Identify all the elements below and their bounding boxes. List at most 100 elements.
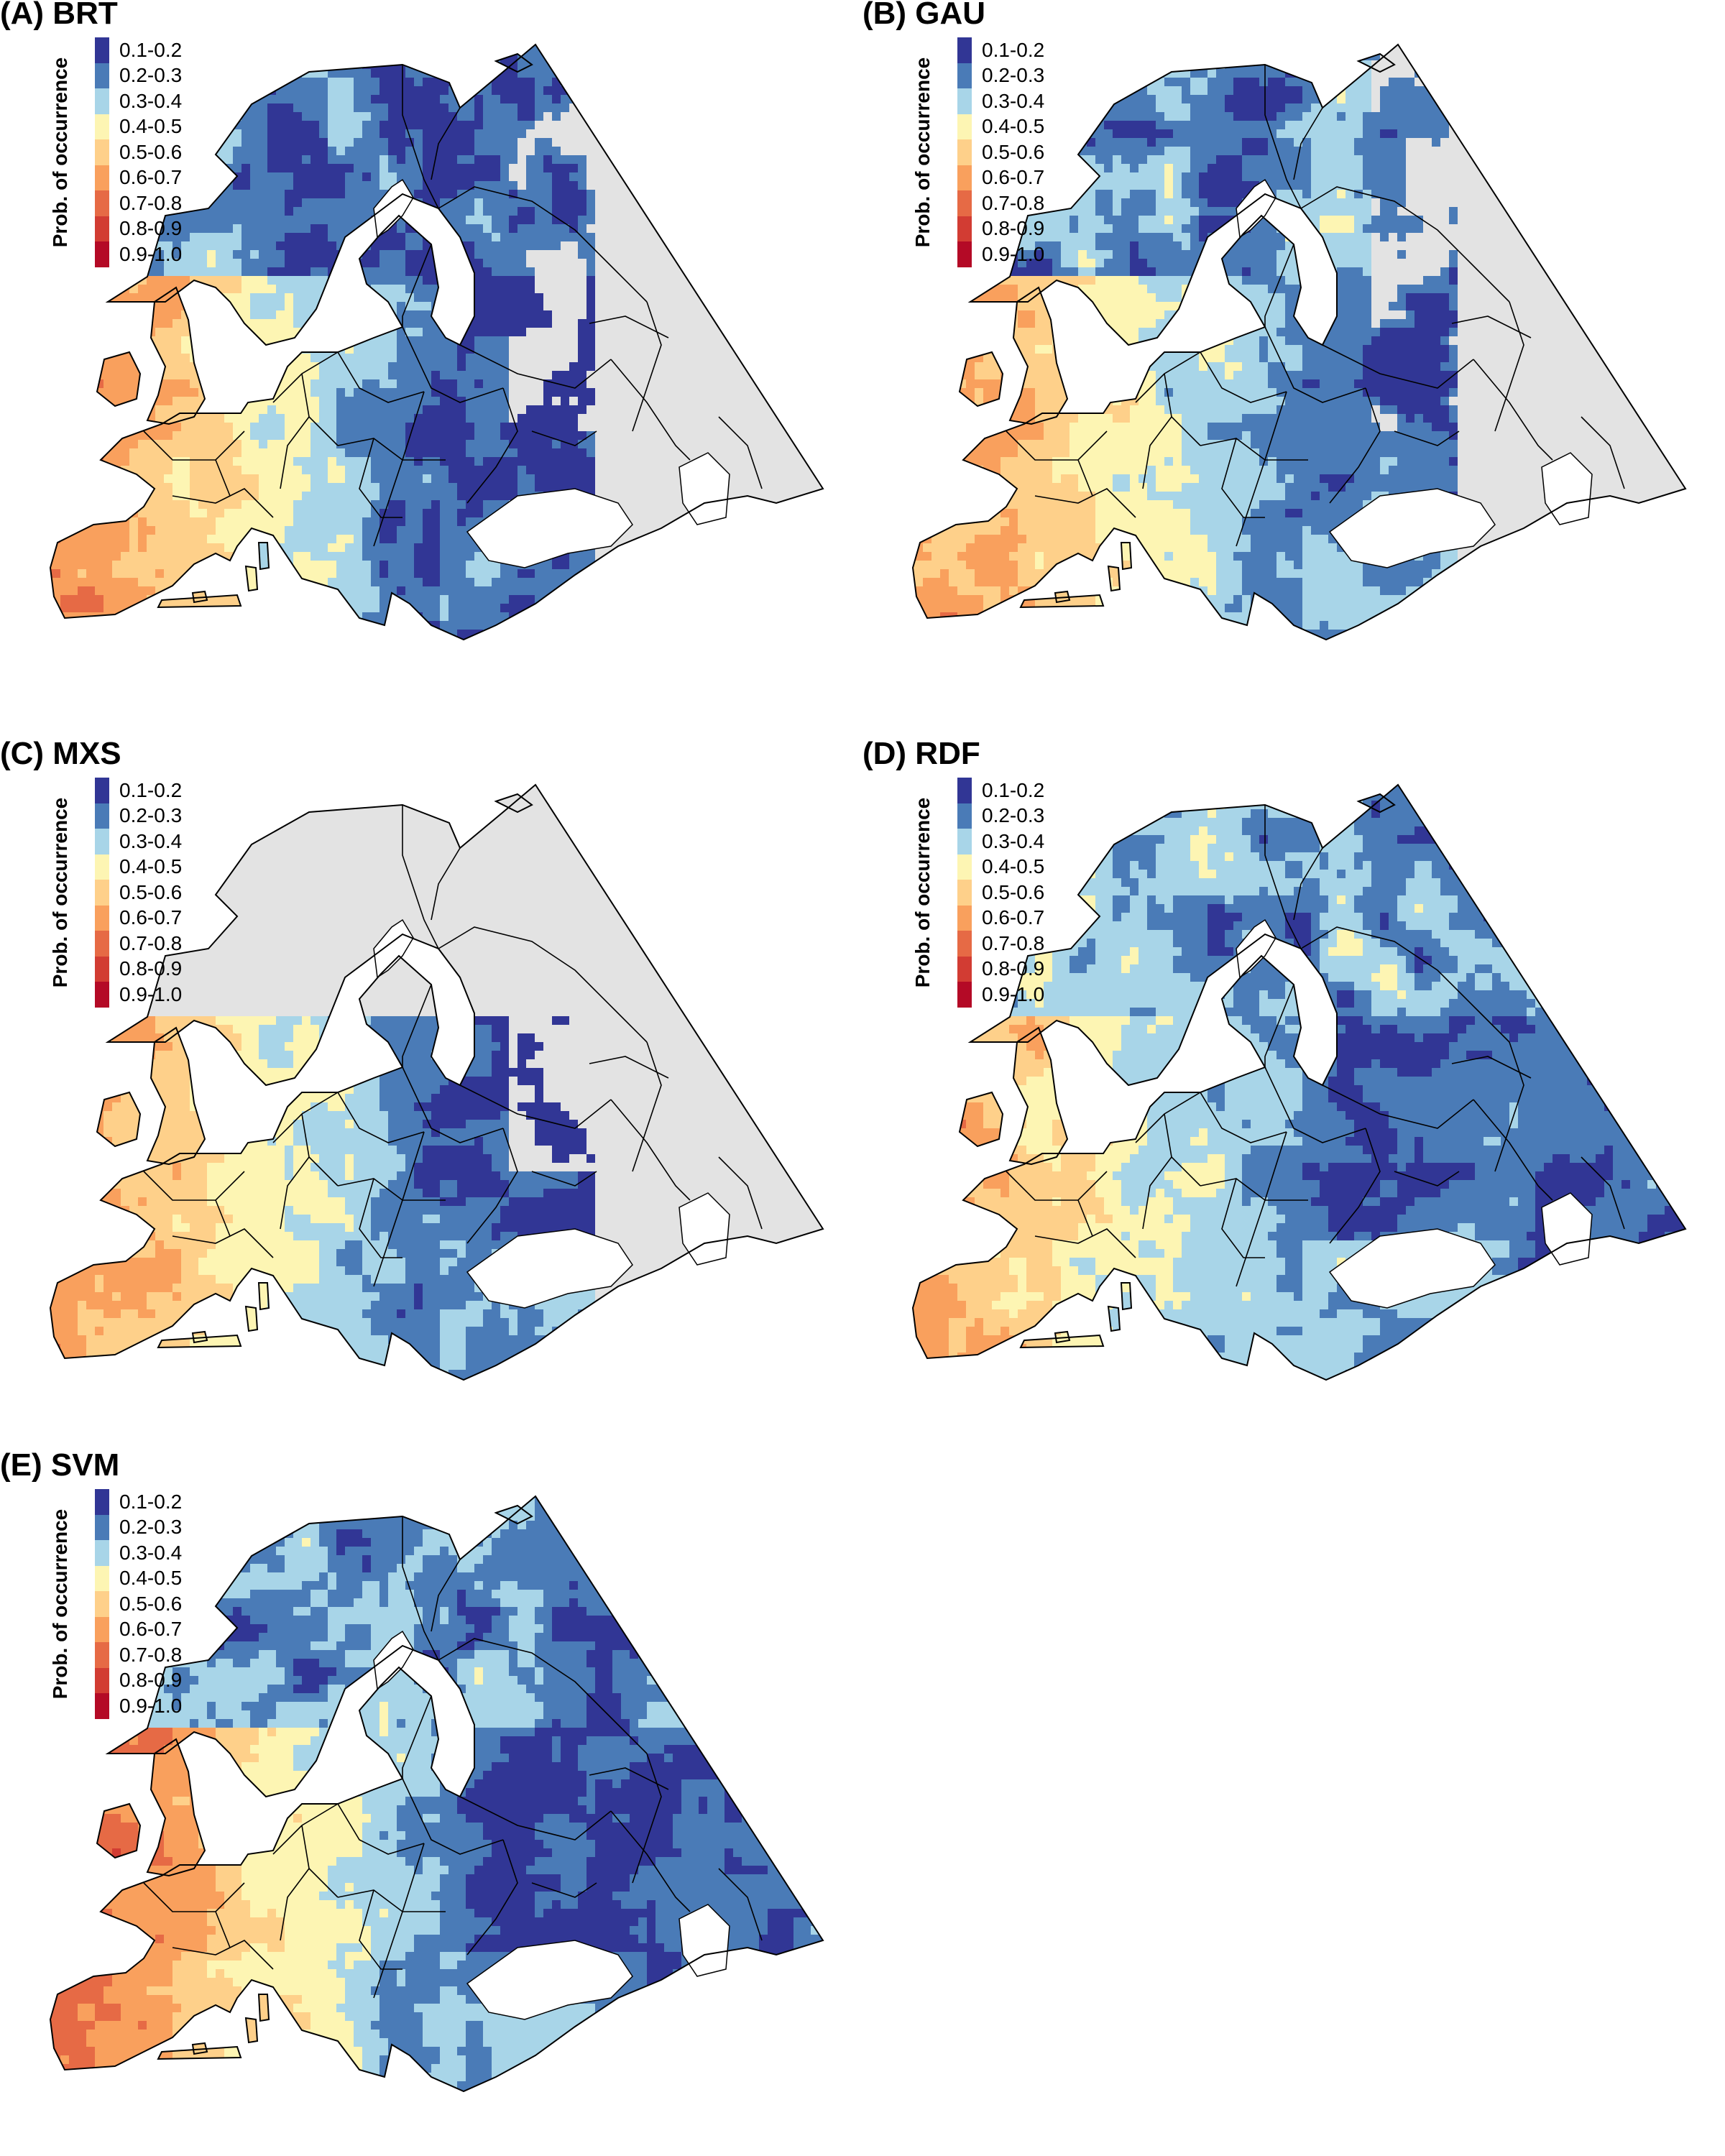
legend-item: 0.6-0.7 xyxy=(957,905,1044,931)
legend-swatch xyxy=(95,190,109,216)
legend-swatch xyxy=(957,190,972,216)
legend-items: 0.1-0.2 0.2-0.3 0.3-0.4 0.4-0.5 0.5-0.6 0.6-0… xyxy=(95,1489,182,1719)
legend-item: 0.1-0.2 xyxy=(95,778,182,803)
legend-label: 0.8-0.9 xyxy=(119,1669,182,1692)
legend-items: 0.1-0.2 0.2-0.3 0.3-0.4 0.4-0.5 0.5-0.6 0.6-0… xyxy=(95,37,182,267)
legend-item: 0.4-0.5 xyxy=(95,854,182,880)
legend-label: 0.6-0.7 xyxy=(119,166,182,189)
legend-title: Prob. of occurrence xyxy=(49,1509,72,1700)
legend-swatch xyxy=(95,982,109,1008)
legend-swatch xyxy=(95,88,109,114)
legend-label: 0.1-0.2 xyxy=(982,39,1044,62)
country-borders xyxy=(1006,65,1625,547)
coastline xyxy=(49,1495,824,2093)
legend-item: 0.8-0.9 xyxy=(95,956,182,982)
legend-swatch xyxy=(957,241,972,267)
coastline xyxy=(911,783,1687,1381)
legend-swatch xyxy=(95,880,109,906)
coastline xyxy=(49,783,824,1381)
legend-item: 0.7-0.8 xyxy=(95,190,182,216)
legend-title: Prob. of occurrence xyxy=(49,57,72,248)
panel-title: (E) SVM xyxy=(0,1447,119,1483)
legend-swatch xyxy=(95,1591,109,1617)
legend-label: 0.7-0.8 xyxy=(119,192,182,215)
legend-label: 0.8-0.9 xyxy=(119,957,182,980)
legend-swatch xyxy=(95,1667,109,1693)
coastline xyxy=(49,43,824,641)
legend-swatch xyxy=(957,139,972,165)
legend-label: 0.5-0.6 xyxy=(119,141,182,164)
legend-item: 0.4-0.5 xyxy=(95,1565,182,1591)
legend-swatch xyxy=(957,829,972,854)
legend-label: 0.1-0.2 xyxy=(982,779,1044,802)
country-borders xyxy=(143,805,763,1287)
legend-swatch xyxy=(95,778,109,803)
legend-item: 0.6-0.7 xyxy=(95,905,182,931)
legend-label: 0.2-0.3 xyxy=(119,64,182,87)
legend-label: 0.4-0.5 xyxy=(119,115,182,138)
legend-item: 0.3-0.4 xyxy=(957,88,1044,114)
legend-item: 0.8-0.9 xyxy=(957,956,1044,982)
legend-items: 0.1-0.2 0.2-0.3 0.3-0.4 0.4-0.5 0.5-0.6 0.6-0… xyxy=(957,778,1044,1008)
legend-label: 0.3-0.4 xyxy=(119,90,182,113)
map-mxs xyxy=(49,783,824,1381)
country-borders xyxy=(143,65,763,547)
legend-label: 0.7-0.8 xyxy=(982,192,1044,215)
legend-label: 0.3-0.4 xyxy=(119,830,182,853)
panel-b: (B) GAU Prob. of occurrence 0.1-0.2 0.2-0… xyxy=(862,0,1725,690)
legend-label: 0.2-0.3 xyxy=(119,804,182,827)
legend-label: 0.8-0.9 xyxy=(982,957,1044,980)
legend: Prob. of occurrence 0.1-0.2 0.2-0.3 0.3-0.… xyxy=(911,37,1105,267)
legend-item: 0.9-1.0 xyxy=(95,982,182,1008)
legend-swatch xyxy=(95,1514,109,1540)
legend-swatch xyxy=(957,216,972,241)
legend-swatch xyxy=(95,114,109,139)
panel-a: (A) BRT Prob. of occurrence 0.1-0.2 0.2-0… xyxy=(0,0,862,690)
legend: Prob. of occurrence 0.1-0.2 0.2-0.3 0.3-0.… xyxy=(49,37,243,267)
legend-swatch xyxy=(95,1616,109,1642)
legend-label: 0.4-0.5 xyxy=(119,1567,182,1590)
legend-swatch xyxy=(957,114,972,139)
legend-item: 0.8-0.9 xyxy=(95,1667,182,1693)
legend-swatch xyxy=(957,803,972,829)
legend-swatch xyxy=(95,1642,109,1668)
legend-title: Prob. of occurrence xyxy=(911,798,934,988)
coastline xyxy=(911,43,1687,641)
legend-swatch xyxy=(957,63,972,88)
legend-label: 0.8-0.9 xyxy=(982,217,1044,240)
legend-item: 0.1-0.2 xyxy=(957,778,1044,803)
legend-items: 0.1-0.2 0.2-0.3 0.3-0.4 0.4-0.5 0.5-0.6 0.6-0… xyxy=(957,37,1044,267)
legend-item: 0.1-0.2 xyxy=(95,1489,182,1515)
inland-seas xyxy=(373,918,730,1309)
legend-label: 0.9-1.0 xyxy=(982,983,1044,1006)
legend-swatch xyxy=(95,241,109,267)
legend-title: Prob. of occurrence xyxy=(49,798,72,988)
legend-label: 0.9-1.0 xyxy=(119,983,182,1006)
legend-label: 0.2-0.3 xyxy=(982,804,1044,827)
legend-swatch xyxy=(95,139,109,165)
legend-item: 0.5-0.6 xyxy=(95,1591,182,1617)
legend-item: 0.1-0.2 xyxy=(957,37,1044,63)
panel-title: (B) GAU xyxy=(862,0,985,32)
legend-label: 0.5-0.6 xyxy=(982,141,1044,164)
legend-title: Prob. of occurrence xyxy=(911,57,934,248)
legend-swatch xyxy=(957,88,972,114)
legend-item: 0.9-1.0 xyxy=(95,1693,182,1719)
legend-swatch xyxy=(95,829,109,854)
legend-item: 0.7-0.8 xyxy=(957,931,1044,957)
legend-swatch xyxy=(95,956,109,982)
legend-label: 0.9-1.0 xyxy=(119,243,182,266)
legend-item: 0.2-0.3 xyxy=(95,63,182,88)
legend: Prob. of occurrence 0.1-0.2 0.2-0.3 0.3-0.… xyxy=(911,778,1105,1008)
legend-item: 0.4-0.5 xyxy=(957,114,1044,139)
legend-swatch xyxy=(957,905,972,931)
panel-title: (C) MXS xyxy=(0,736,121,772)
legend-label: 0.2-0.3 xyxy=(982,64,1044,87)
legend-item: 0.7-0.8 xyxy=(95,1642,182,1668)
legend-label: 0.4-0.5 xyxy=(982,115,1044,138)
legend-item: 0.5-0.6 xyxy=(957,880,1044,906)
legend-item: 0.8-0.9 xyxy=(957,216,1044,241)
legend-swatch xyxy=(95,905,109,931)
inland-seas xyxy=(1236,918,1593,1309)
legend-swatch xyxy=(95,803,109,829)
